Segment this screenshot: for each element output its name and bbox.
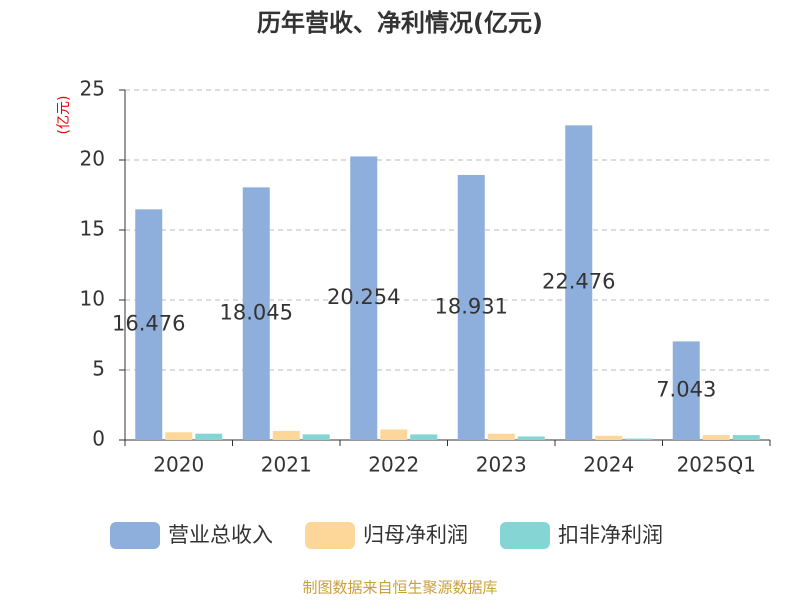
- x-tick-label: 2025Q1: [677, 453, 756, 477]
- source-note: 制图数据来自恒生聚源数据库: [302, 579, 497, 597]
- x-tick-label: 2021: [261, 453, 312, 477]
- legend-label: 营业总收入: [168, 523, 273, 547]
- bar: [702, 435, 730, 440]
- bar: [732, 435, 760, 440]
- data-label: 20.254: [327, 285, 400, 309]
- bar: [302, 434, 330, 440]
- bar: [195, 433, 223, 440]
- legend-swatch: [110, 522, 160, 549]
- bar: [487, 433, 515, 440]
- bar: [135, 209, 163, 440]
- y-tick-label: 10: [80, 287, 105, 311]
- x-tick-label: 2022: [368, 453, 419, 477]
- data-label: 7.043: [656, 378, 716, 402]
- y-tick-label: 0: [92, 427, 105, 451]
- x-tick-label: 2023: [476, 453, 527, 477]
- bar: [165, 432, 193, 440]
- bar: [625, 438, 653, 440]
- y-tick-label: 25: [80, 77, 105, 101]
- data-label: 22.476: [542, 270, 615, 294]
- legend-label: 归母净利润: [363, 523, 468, 547]
- bar: [457, 174, 485, 440]
- bar: [350, 156, 378, 440]
- x-tick-label: 2020: [153, 453, 204, 477]
- bar: [565, 125, 593, 440]
- y-tick-label: 5: [92, 357, 105, 381]
- bar: [410, 434, 438, 440]
- bar: [380, 429, 408, 440]
- bar: [672, 341, 700, 440]
- data-label: 18.045: [220, 301, 293, 325]
- y-tick-label: 15: [80, 217, 105, 241]
- chart-title: 历年营收、净利情况(亿元): [257, 9, 543, 37]
- x-tick-label: 2024: [583, 453, 634, 477]
- legend-label: 扣非净利润: [558, 523, 663, 547]
- y-tick-label: 20: [80, 147, 105, 171]
- bar: [517, 436, 545, 440]
- data-label: 18.931: [435, 294, 508, 318]
- bar: [595, 435, 623, 440]
- legend-swatch: [500, 522, 550, 549]
- legend-swatch: [305, 522, 355, 549]
- bar: [272, 430, 300, 440]
- y-axis-label: (亿元): [56, 96, 72, 135]
- data-label: 16.476: [112, 312, 185, 336]
- bar: [242, 187, 270, 440]
